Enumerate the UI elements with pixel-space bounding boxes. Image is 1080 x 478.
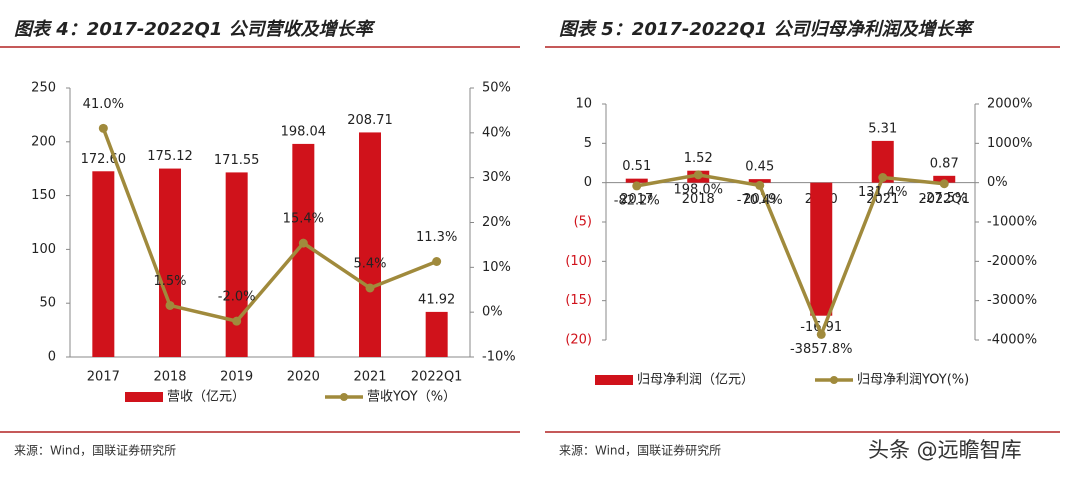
x-tick-label: 2022Q1 [918, 192, 970, 207]
bar [625, 178, 648, 183]
line-value-label: -70.4% [737, 193, 783, 208]
y-tick-label: (20) [565, 333, 592, 348]
bar-value-label: 175.12 [147, 149, 193, 164]
legend-marker [340, 393, 348, 401]
y2-tick-label: 2000% [987, 97, 1032, 112]
y2-tick-label: 20% [482, 215, 511, 230]
x-tick-label: 2019 [220, 370, 253, 385]
source: 来源：Wind，国联证券研究所 [559, 443, 721, 458]
bar-value-label: 5.31 [868, 121, 897, 136]
legend-label: 归母净利润YOY(%) [857, 373, 969, 388]
bar-value-label: 0.51 [622, 159, 651, 174]
line-marker [755, 180, 765, 190]
bar [933, 175, 956, 183]
line-value-label: 131.4% [858, 185, 908, 200]
line-marker [98, 123, 108, 133]
y2-tick-label: 50% [482, 81, 511, 96]
bar [292, 143, 315, 357]
line-value-label: 198.0% [673, 182, 723, 197]
line [101, 127, 438, 324]
y-tick-label: (10) [565, 254, 592, 269]
x-tick-label: 2017 [87, 370, 120, 385]
y2-tick-label: -3000% [987, 293, 1037, 308]
y2-tick-label: 10% [482, 260, 511, 275]
bar-value-label: 0.45 [745, 160, 774, 175]
y2-tick-label: -4000% [987, 333, 1037, 348]
line-marker [878, 172, 888, 182]
line-marker [693, 170, 703, 180]
y2-tick-label: 40% [482, 125, 511, 140]
line-marker [165, 300, 175, 310]
line-value-label: -2.0% [218, 290, 256, 305]
y-tick-label: 5 [584, 136, 592, 151]
source: 来源：Wind，国联证券研究所 [14, 443, 176, 458]
bar-value-label: 0.87 [930, 156, 959, 171]
y-tick-label: 250 [31, 81, 56, 96]
y2-tick-label: 30% [482, 170, 511, 185]
line-value-label: -3857.8% [790, 342, 853, 357]
y2-tick-label: 1000% [987, 136, 1032, 151]
line-value-label: 1.5% [153, 274, 186, 289]
y2-tick-label: 0% [987, 175, 1008, 190]
line-value-label: 11.3% [416, 230, 457, 245]
line-marker [298, 238, 308, 248]
y-tick-label: (15) [565, 293, 592, 308]
line-marker [232, 316, 242, 326]
x-tick-label: 2021 [353, 370, 386, 385]
bar [871, 140, 894, 183]
line-marker [816, 329, 826, 339]
legend-marker [830, 376, 838, 384]
x-tick-label: 2020 [287, 370, 320, 385]
line-marker [939, 179, 949, 189]
bar [92, 171, 115, 357]
line-value-label: -27.5% [921, 191, 967, 206]
y-tick-label: 50 [39, 296, 56, 311]
chart-title: 图表 5：2017-2022Q1 公司归母净利润及增长率 [559, 19, 975, 40]
y-tick-label: 200 [31, 134, 56, 149]
bar [225, 172, 248, 357]
y-tick-label: 0 [584, 175, 592, 190]
bar [359, 132, 381, 357]
y-tick-label: 100 [31, 242, 56, 257]
y-tick-label: 150 [31, 188, 56, 203]
bar-value-label: -16.91 [800, 320, 842, 335]
line-marker [365, 283, 375, 293]
legend-label: 归母净利润（亿元） [637, 373, 754, 388]
y2-tick-label: 0% [482, 305, 503, 320]
y2-tick-label: -10% [482, 350, 516, 365]
line-value-label: 15.4% [283, 212, 324, 227]
legend-swatch [595, 375, 633, 385]
x-tick-label: 2022Q1 [411, 370, 463, 385]
y-tick-label: 10 [575, 97, 592, 112]
line-value-label: 41.0% [83, 97, 124, 112]
bar-value-label: 198.04 [281, 124, 327, 139]
line [636, 173, 945, 340]
bar-value-label: 172.60 [81, 152, 127, 167]
watermark: 头条 @远瞻智库 [868, 438, 1022, 462]
line-marker [632, 181, 642, 191]
y-tick-label: 0 [48, 350, 56, 365]
y2-tick-label: -1000% [987, 215, 1037, 230]
bar-value-label: 171.55 [214, 153, 260, 168]
legend-label: 营收（亿元） [167, 390, 245, 405]
chart-title: 图表 4：2017-2022Q1 公司营收及增长率 [14, 19, 376, 40]
line-value-label: -82.2% [614, 193, 660, 208]
bar [810, 182, 833, 316]
y-tick-label: (5) [574, 215, 592, 230]
line-value-label: 5.4% [353, 256, 386, 271]
legend-label: 营收YOY（%） [367, 390, 456, 405]
y2-tick-label: -2000% [987, 254, 1037, 269]
line-marker [432, 257, 442, 267]
x-tick-label: 2018 [682, 192, 715, 207]
bar [159, 168, 181, 357]
bar-value-label: 208.71 [347, 113, 393, 128]
x-tick-label: 2018 [153, 370, 186, 385]
bar [425, 311, 448, 357]
x-tick-label: 2017 [620, 192, 653, 207]
bar [748, 179, 771, 183]
legend-swatch [125, 392, 163, 402]
bar-value-label: 1.52 [684, 151, 713, 166]
bar-value-label: 41.92 [418, 292, 455, 307]
